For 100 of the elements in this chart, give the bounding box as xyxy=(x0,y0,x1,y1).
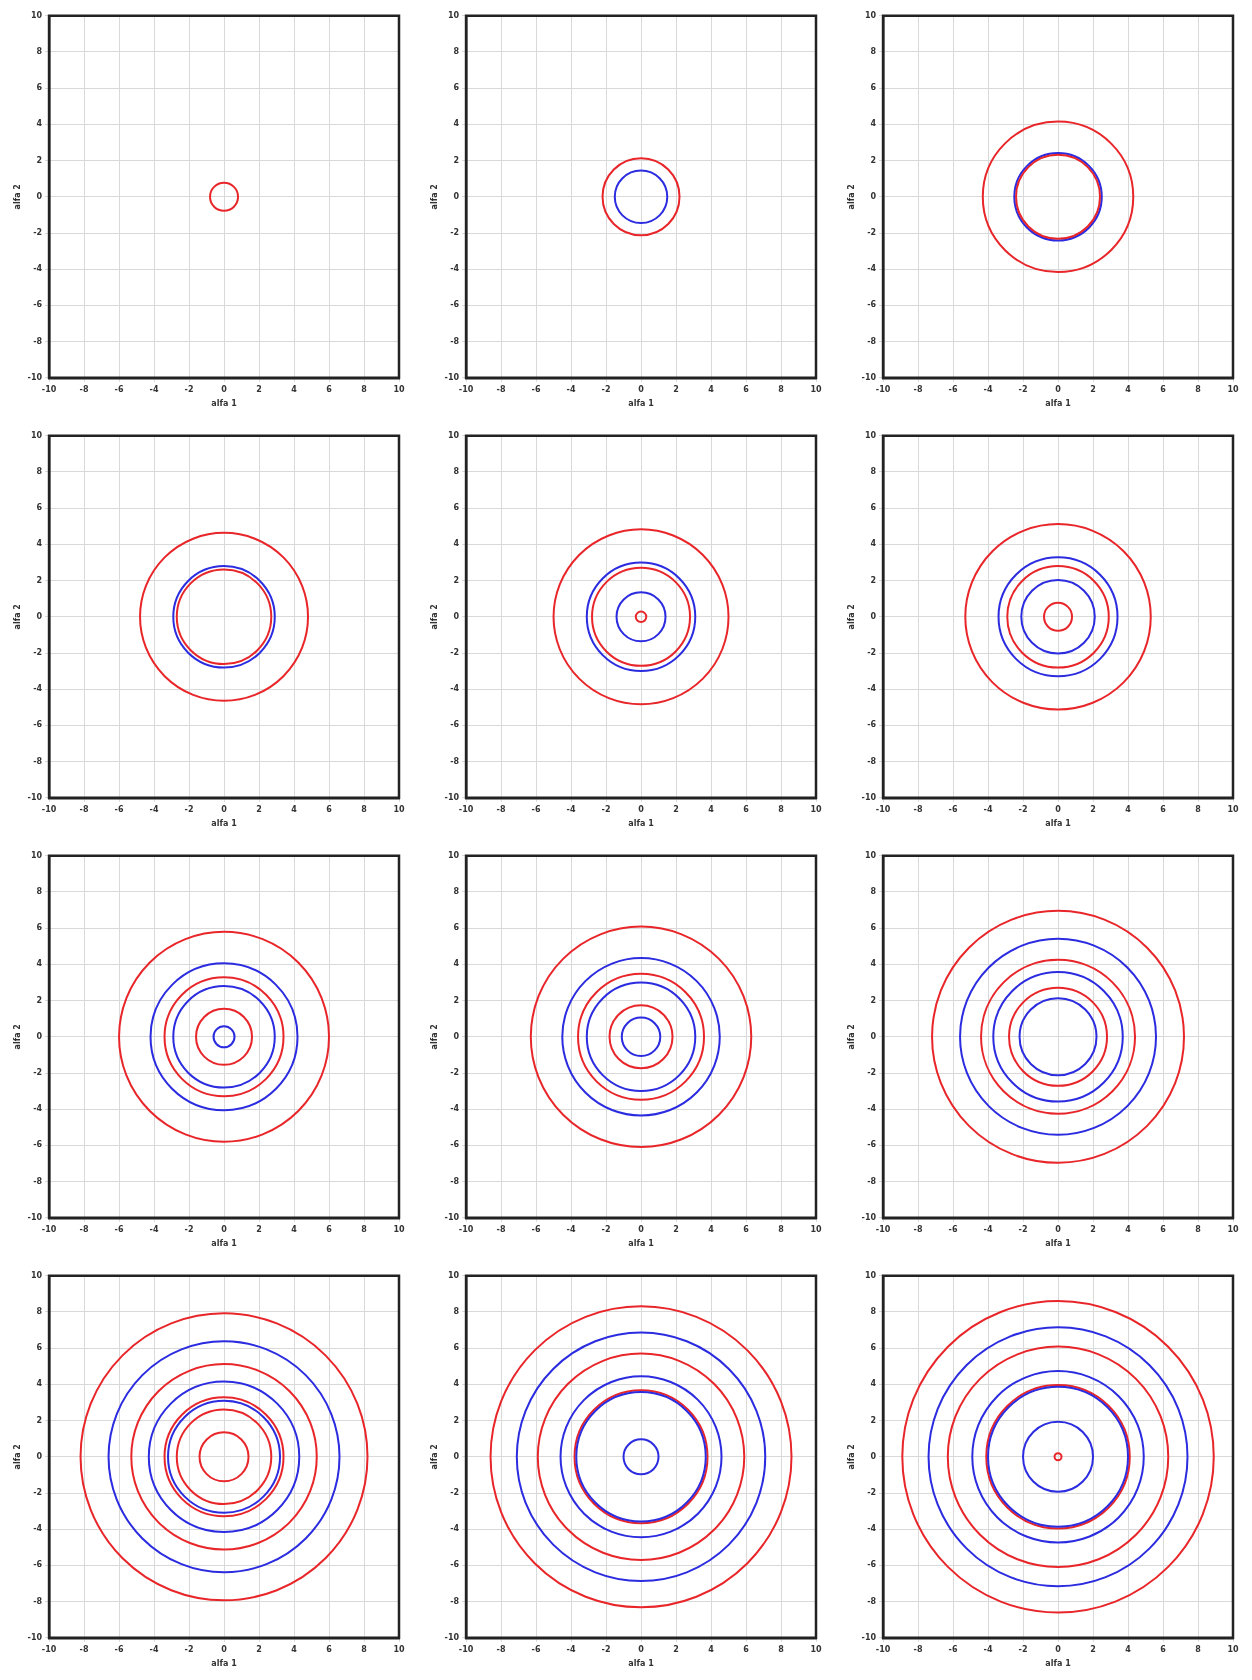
x-tick-label: 0 xyxy=(637,1224,644,1234)
y-tick-label: -4 xyxy=(866,263,876,273)
x-tick-label: -4 xyxy=(983,804,993,814)
y-tick-label: -8 xyxy=(32,756,42,766)
x-tick-label: -6 xyxy=(948,1644,958,1654)
x-tick-label: 6 xyxy=(325,1644,332,1654)
x-tick-label: -2 xyxy=(184,1644,193,1654)
x-tick-label: 2 xyxy=(255,1644,262,1654)
x-tick-label: 2 xyxy=(1089,384,1096,394)
y-tick-label: -6 xyxy=(866,1559,876,1569)
y-tick-label: 0 xyxy=(869,611,876,621)
y-tick-label: 0 xyxy=(869,191,876,201)
y-tick-label: -6 xyxy=(866,1139,876,1149)
x-tick-label: -8 xyxy=(913,384,923,394)
y-tick-label: -2 xyxy=(866,1487,876,1497)
x-tick-label: 0 xyxy=(637,1644,644,1654)
x-axis-title: alfa 1 xyxy=(1044,398,1071,408)
x-tick-label: -2 xyxy=(1018,804,1027,814)
x-tick-label: 4 xyxy=(707,384,714,394)
x-axis-title: alfa 1 xyxy=(627,818,654,828)
y-tick-label: 6 xyxy=(869,82,876,92)
x-tick-label: 4 xyxy=(290,1224,297,1234)
x-tick-label: 4 xyxy=(1124,1224,1131,1234)
x-tick-label: 10 xyxy=(809,1224,822,1234)
y-tick-label: 6 xyxy=(35,922,42,932)
x-tick-label: 0 xyxy=(220,804,227,814)
y-tick-label: 8 xyxy=(869,886,876,896)
y-tick-label: 4 xyxy=(869,538,876,548)
y-tick-label: -4 xyxy=(866,1103,876,1113)
y-tick-label: -10 xyxy=(27,1212,42,1222)
y-tick-label: 8 xyxy=(35,46,42,56)
x-tick-label: 10 xyxy=(392,1644,405,1654)
y-tick-label: 4 xyxy=(452,1378,459,1388)
x-tick-label: 6 xyxy=(325,804,332,814)
y-axis-title: alfa 2 xyxy=(846,603,856,629)
y-tick-label: 0 xyxy=(869,1451,876,1461)
x-tick-label: 0 xyxy=(1054,804,1061,814)
y-tick-label: 10 xyxy=(864,10,876,20)
y-tick-label: 6 xyxy=(35,502,42,512)
y-tick-label: 10 xyxy=(30,1270,42,1280)
y-tick-label: -6 xyxy=(449,1559,459,1569)
y-tick-label: -4 xyxy=(866,683,876,693)
y-tick-label: 10 xyxy=(30,850,42,860)
x-tick-label: -8 xyxy=(79,1644,89,1654)
y-tick-label: -6 xyxy=(449,1139,459,1149)
x-tick-label: -6 xyxy=(531,1644,541,1654)
y-axis-title: alfa 2 xyxy=(429,183,439,209)
x-tick-label: -4 xyxy=(983,1644,993,1654)
x-tick-label: -4 xyxy=(983,1224,993,1234)
x-tick-label: -6 xyxy=(948,1224,958,1234)
y-tick-label: -2 xyxy=(866,227,876,237)
y-tick-label: 0 xyxy=(35,1031,42,1041)
y-tick-label: -8 xyxy=(32,1176,42,1186)
x-tick-label: 10 xyxy=(392,804,405,814)
x-tick-label: 2 xyxy=(255,804,262,814)
y-tick-label: -10 xyxy=(27,1632,42,1642)
y-tick-label: 2 xyxy=(869,575,876,585)
x-tick-label: 2 xyxy=(255,1224,262,1234)
y-tick-label: -2 xyxy=(32,227,42,237)
x-tick-label: 8 xyxy=(1194,1644,1201,1654)
x-tick-label: 10 xyxy=(809,384,822,394)
y-tick-label: 10 xyxy=(30,10,42,20)
y-tick-label: -10 xyxy=(861,1632,876,1642)
x-tick-label: -8 xyxy=(79,384,89,394)
x-tick-label: 8 xyxy=(1194,804,1201,814)
y-tick-label: 6 xyxy=(452,1342,459,1352)
y-tick-label: -4 xyxy=(866,1523,876,1533)
x-tick-label: 0 xyxy=(1054,1644,1061,1654)
x-tick-label: 0 xyxy=(637,804,644,814)
y-tick-label: 10 xyxy=(864,850,876,860)
y-tick-label: 2 xyxy=(869,1415,876,1425)
x-tick-label: -6 xyxy=(531,804,541,814)
y-tick-label: 8 xyxy=(35,886,42,896)
x-tick-label: 6 xyxy=(1159,804,1166,814)
x-tick-label: 6 xyxy=(742,1644,749,1654)
x-tick-label: 8 xyxy=(1194,1224,1201,1234)
y-tick-label: -4 xyxy=(449,1523,459,1533)
y-tick-label: 8 xyxy=(452,46,459,56)
x-tick-label: 8 xyxy=(360,804,367,814)
y-tick-label: 0 xyxy=(452,611,459,621)
y-axis-title: alfa 2 xyxy=(846,1023,856,1049)
x-axis-title: alfa 1 xyxy=(210,398,237,408)
y-tick-label: -8 xyxy=(449,756,459,766)
x-tick-label: 4 xyxy=(1124,804,1131,814)
y-tick-label: 2 xyxy=(869,995,876,1005)
y-tick-label: -10 xyxy=(27,792,42,802)
y-tick-label: -6 xyxy=(32,719,42,729)
y-tick-label: 2 xyxy=(35,155,42,165)
y-tick-label: -4 xyxy=(449,263,459,273)
y-tick-label: 6 xyxy=(452,502,459,512)
y-tick-label: -10 xyxy=(861,792,876,802)
y-axis-title: alfa 2 xyxy=(12,1443,22,1469)
y-tick-label: 0 xyxy=(35,1451,42,1461)
x-axis-title: alfa 1 xyxy=(627,1658,654,1668)
y-axis-title: alfa 2 xyxy=(12,1023,22,1049)
y-tick-label: -2 xyxy=(866,647,876,657)
y-tick-label: 10 xyxy=(864,430,876,440)
x-tick-label: -4 xyxy=(566,384,576,394)
y-tick-label: 0 xyxy=(35,191,42,201)
y-tick-label: 8 xyxy=(35,466,42,476)
